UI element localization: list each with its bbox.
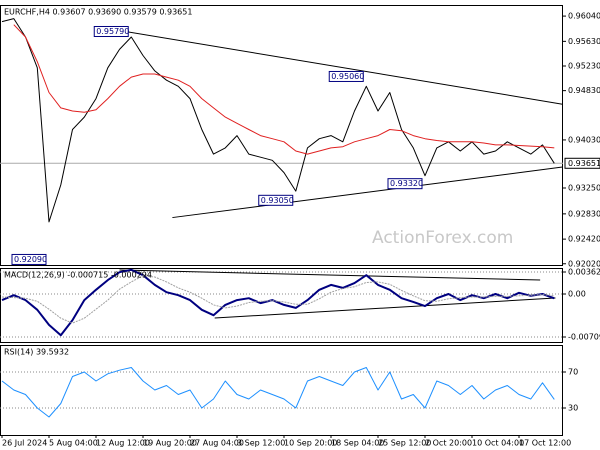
x-tick-label: 25 Sep 12:00: [378, 439, 431, 448]
panel-frame: [0, 345, 563, 436]
series-line: [1, 367, 555, 418]
x-tick-label: 10 Sep 20:00: [284, 439, 337, 448]
price-label-box: [328, 70, 364, 82]
price-label: 0.92090: [14, 255, 47, 264]
x-tick-label: 3 Sep 12:00: [237, 439, 285, 448]
y-tick-label: 30: [568, 404, 578, 413]
trendline: [125, 30, 563, 105]
series-line: [1, 18, 555, 223]
y-tick-label: 0.95230: [568, 61, 600, 70]
trendline: [119, 269, 541, 281]
panel-frame: [0, 5, 563, 266]
x-tick-label: 27 Aug 04:00: [190, 439, 244, 448]
price-label: 0.95060: [331, 72, 364, 81]
panel-title: RSI(14) 39.5932: [4, 348, 69, 357]
x-tick-label: 2 Oct 20:00: [425, 439, 472, 448]
y-tick-label: 0.92830: [568, 209, 600, 218]
price-label: 0.95790: [96, 27, 129, 36]
price-label-box: [93, 25, 129, 37]
y-tick-label: 70: [568, 368, 578, 377]
trendline: [214, 297, 556, 319]
price-label-box: [258, 194, 294, 206]
y-tick-label: 0.92420: [568, 235, 600, 244]
series-line: [1, 268, 555, 337]
series-line: [13, 24, 555, 155]
price-label: 0.93320: [390, 179, 423, 188]
x-tick-label: 5 Aug 04:00: [49, 439, 98, 448]
x-tick-label: 19 Aug 20:00: [143, 439, 197, 448]
y-tick-label: 0.94030: [568, 135, 600, 144]
y-tick-label: 0.003628: [568, 268, 600, 277]
price-label-box: [11, 253, 47, 265]
trendline: [172, 166, 563, 219]
series-line: [1, 275, 555, 324]
y-tick-label: -0.007093: [568, 332, 600, 341]
panel-frame: [0, 268, 563, 343]
price-label-box: [387, 178, 423, 190]
x-tick-label: 12 Aug 12:00: [96, 439, 150, 448]
last-price-box: [564, 157, 600, 169]
x-tick-label: 18 Sep 04:00: [331, 439, 384, 448]
panel-title: EURCHF,H4 0.93607 0.93690 0.93579 0.9365…: [4, 8, 192, 17]
y-tick-label: 0.93250: [568, 183, 600, 192]
y-tick-label: 0.94830: [568, 86, 600, 95]
last-price-label: 0.93651: [568, 159, 600, 168]
x-tick-label: 10 Oct 04:00: [472, 439, 524, 448]
y-tick-label: 0.00: [568, 290, 586, 299]
y-tick-label: 0.96040: [568, 12, 600, 21]
y-tick-label: 0.92020: [568, 259, 600, 268]
price-label: 0.93050: [261, 196, 294, 205]
watermark: ActionForex.com: [372, 228, 513, 248]
x-tick-label: 26 Jul 2024: [2, 439, 47, 448]
x-tick-label: 17 Oct 12:00: [519, 439, 571, 448]
y-tick-label: 0.95630: [568, 37, 600, 46]
panel-title: MACD(12,26,9) -0.000715 -0.000294: [4, 271, 152, 280]
